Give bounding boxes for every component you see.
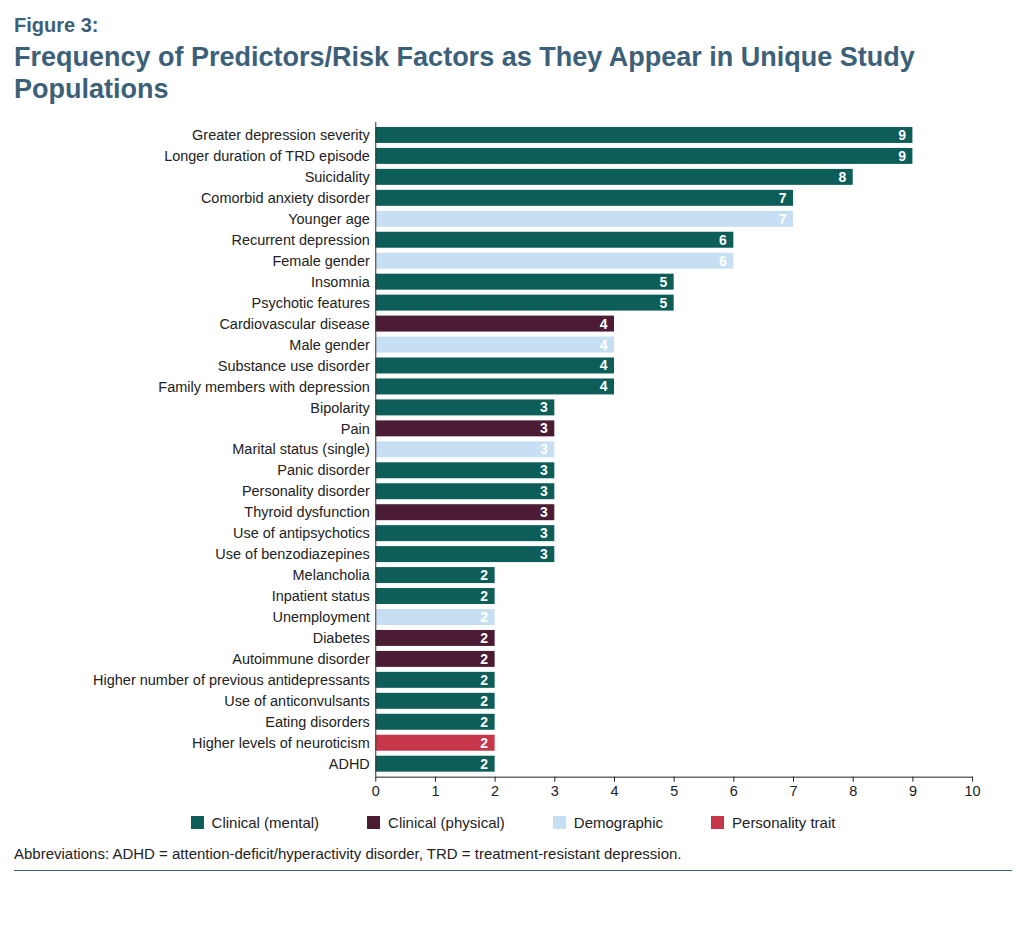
svg-text:Comorbid anxiety disorder: Comorbid anxiety disorder	[201, 190, 370, 206]
svg-text:Pain: Pain	[341, 420, 370, 436]
svg-text:Use of anticonvulsants: Use of anticonvulsants	[224, 693, 370, 709]
svg-text:Use of antipsychotics: Use of antipsychotics	[233, 525, 370, 541]
svg-text:6: 6	[719, 231, 727, 247]
html-text:Figure 3:: Figure 3:	[14, 14, 99, 36]
svg-text:3: 3	[540, 462, 548, 478]
svg-text:2: 2	[480, 734, 488, 750]
svg-text:6: 6	[719, 252, 727, 268]
svg-text:2: 2	[480, 630, 488, 646]
svg-text:4: 4	[600, 336, 608, 352]
svg-text:3: 3	[540, 441, 548, 457]
svg-text:3: 3	[540, 546, 548, 562]
svg-text:2: 2	[480, 693, 488, 709]
svg-text:Unemployment: Unemployment	[272, 609, 369, 625]
svg-text:7: 7	[790, 783, 798, 799]
svg-text:2: 2	[480, 672, 488, 688]
svg-text:2: 2	[480, 588, 488, 604]
svg-text:4: 4	[600, 315, 608, 331]
svg-text:4: 4	[600, 378, 608, 394]
html-text:Frequency of Predictors/Risk F: Frequency of Predictors/Risk Factors as …	[14, 42, 915, 105]
svg-text:Higher levels of neuroticism: Higher levels of neuroticism	[192, 735, 370, 751]
svg-text:3: 3	[540, 525, 548, 541]
svg-text:7: 7	[779, 211, 787, 227]
svg-text:Recurrent depression: Recurrent depression	[231, 232, 369, 248]
svg-text:Greater depression severity: Greater depression severity	[192, 127, 370, 143]
svg-text:8: 8	[849, 783, 857, 799]
svg-text:Thyroid dysfunction: Thyroid dysfunction	[244, 504, 369, 520]
svg-text:Marital status (single): Marital status (single)	[232, 441, 369, 457]
svg-text:1: 1	[431, 783, 439, 799]
svg-text:10: 10	[965, 783, 981, 799]
svg-text:8: 8	[838, 169, 846, 185]
html-text:Clinical (mental): Clinical (mental)	[211, 814, 320, 832]
svg-text:Substance use disorder: Substance use disorder	[218, 357, 370, 373]
svg-text:Bipolarity: Bipolarity	[310, 399, 370, 415]
svg-text:Cardiovascular disease: Cardiovascular disease	[219, 315, 369, 331]
html-text:Demographic: Demographic	[573, 814, 663, 832]
svg-text:5: 5	[670, 783, 678, 799]
svg-text:2: 2	[480, 714, 488, 730]
svg-text:Eating disorders: Eating disorders	[265, 714, 370, 730]
svg-text:Use of benzodiazepines: Use of benzodiazepines	[215, 546, 369, 562]
svg-text:5: 5	[659, 294, 667, 310]
svg-text:ADHD: ADHD	[329, 756, 370, 772]
svg-text:3: 3	[540, 504, 548, 520]
svg-text:7: 7	[779, 190, 787, 206]
svg-text:Insomnia: Insomnia	[311, 274, 371, 290]
svg-text:9: 9	[909, 783, 917, 799]
svg-text:Personality disorder: Personality disorder	[242, 483, 370, 499]
svg-text:0: 0	[372, 783, 380, 799]
svg-text:Female gender: Female gender	[272, 253, 369, 269]
svg-text:5: 5	[659, 273, 667, 289]
svg-text:Male gender: Male gender	[289, 336, 370, 352]
svg-text:Melancholia: Melancholia	[293, 567, 371, 583]
svg-text:3: 3	[551, 783, 559, 799]
svg-text:4: 4	[610, 783, 618, 799]
svg-text:3: 3	[540, 399, 548, 415]
svg-text:2: 2	[480, 651, 488, 667]
html-text:Abbreviations: ADHD = attentio: Abbreviations: ADHD = attention-deficit/…	[14, 845, 682, 863]
svg-text:Longer duration of TRD episode: Longer duration of TRD episode	[164, 148, 370, 164]
svg-text:Higher number of previous anti: Higher number of previous antidepressant…	[93, 672, 370, 688]
svg-text:Family members with depression: Family members with depression	[158, 378, 369, 394]
svg-text:3: 3	[540, 420, 548, 436]
svg-text:Panic disorder: Panic disorder	[277, 462, 370, 478]
svg-text:2: 2	[480, 609, 488, 625]
svg-text:Younger age: Younger age	[288, 211, 370, 227]
svg-text:6: 6	[730, 783, 738, 799]
svg-text:Suicidality: Suicidality	[305, 169, 371, 185]
svg-text:Psychotic features: Psychotic features	[252, 295, 370, 311]
svg-text:3: 3	[540, 483, 548, 499]
svg-text:Diabetes: Diabetes	[313, 630, 370, 646]
html-text:Clinical (physical): Clinical (physical)	[388, 814, 505, 832]
svg-text:9: 9	[898, 127, 906, 143]
html-text:Personality trait: Personality trait	[732, 814, 836, 832]
svg-text:2: 2	[491, 783, 499, 799]
svg-text:Autoimmune disorder: Autoimmune disorder	[232, 651, 370, 667]
svg-text:Inpatient status: Inpatient status	[272, 588, 370, 604]
svg-text:9: 9	[898, 148, 906, 164]
svg-text:2: 2	[480, 755, 488, 771]
svg-text:4: 4	[600, 357, 608, 373]
svg-text:2: 2	[480, 567, 488, 583]
